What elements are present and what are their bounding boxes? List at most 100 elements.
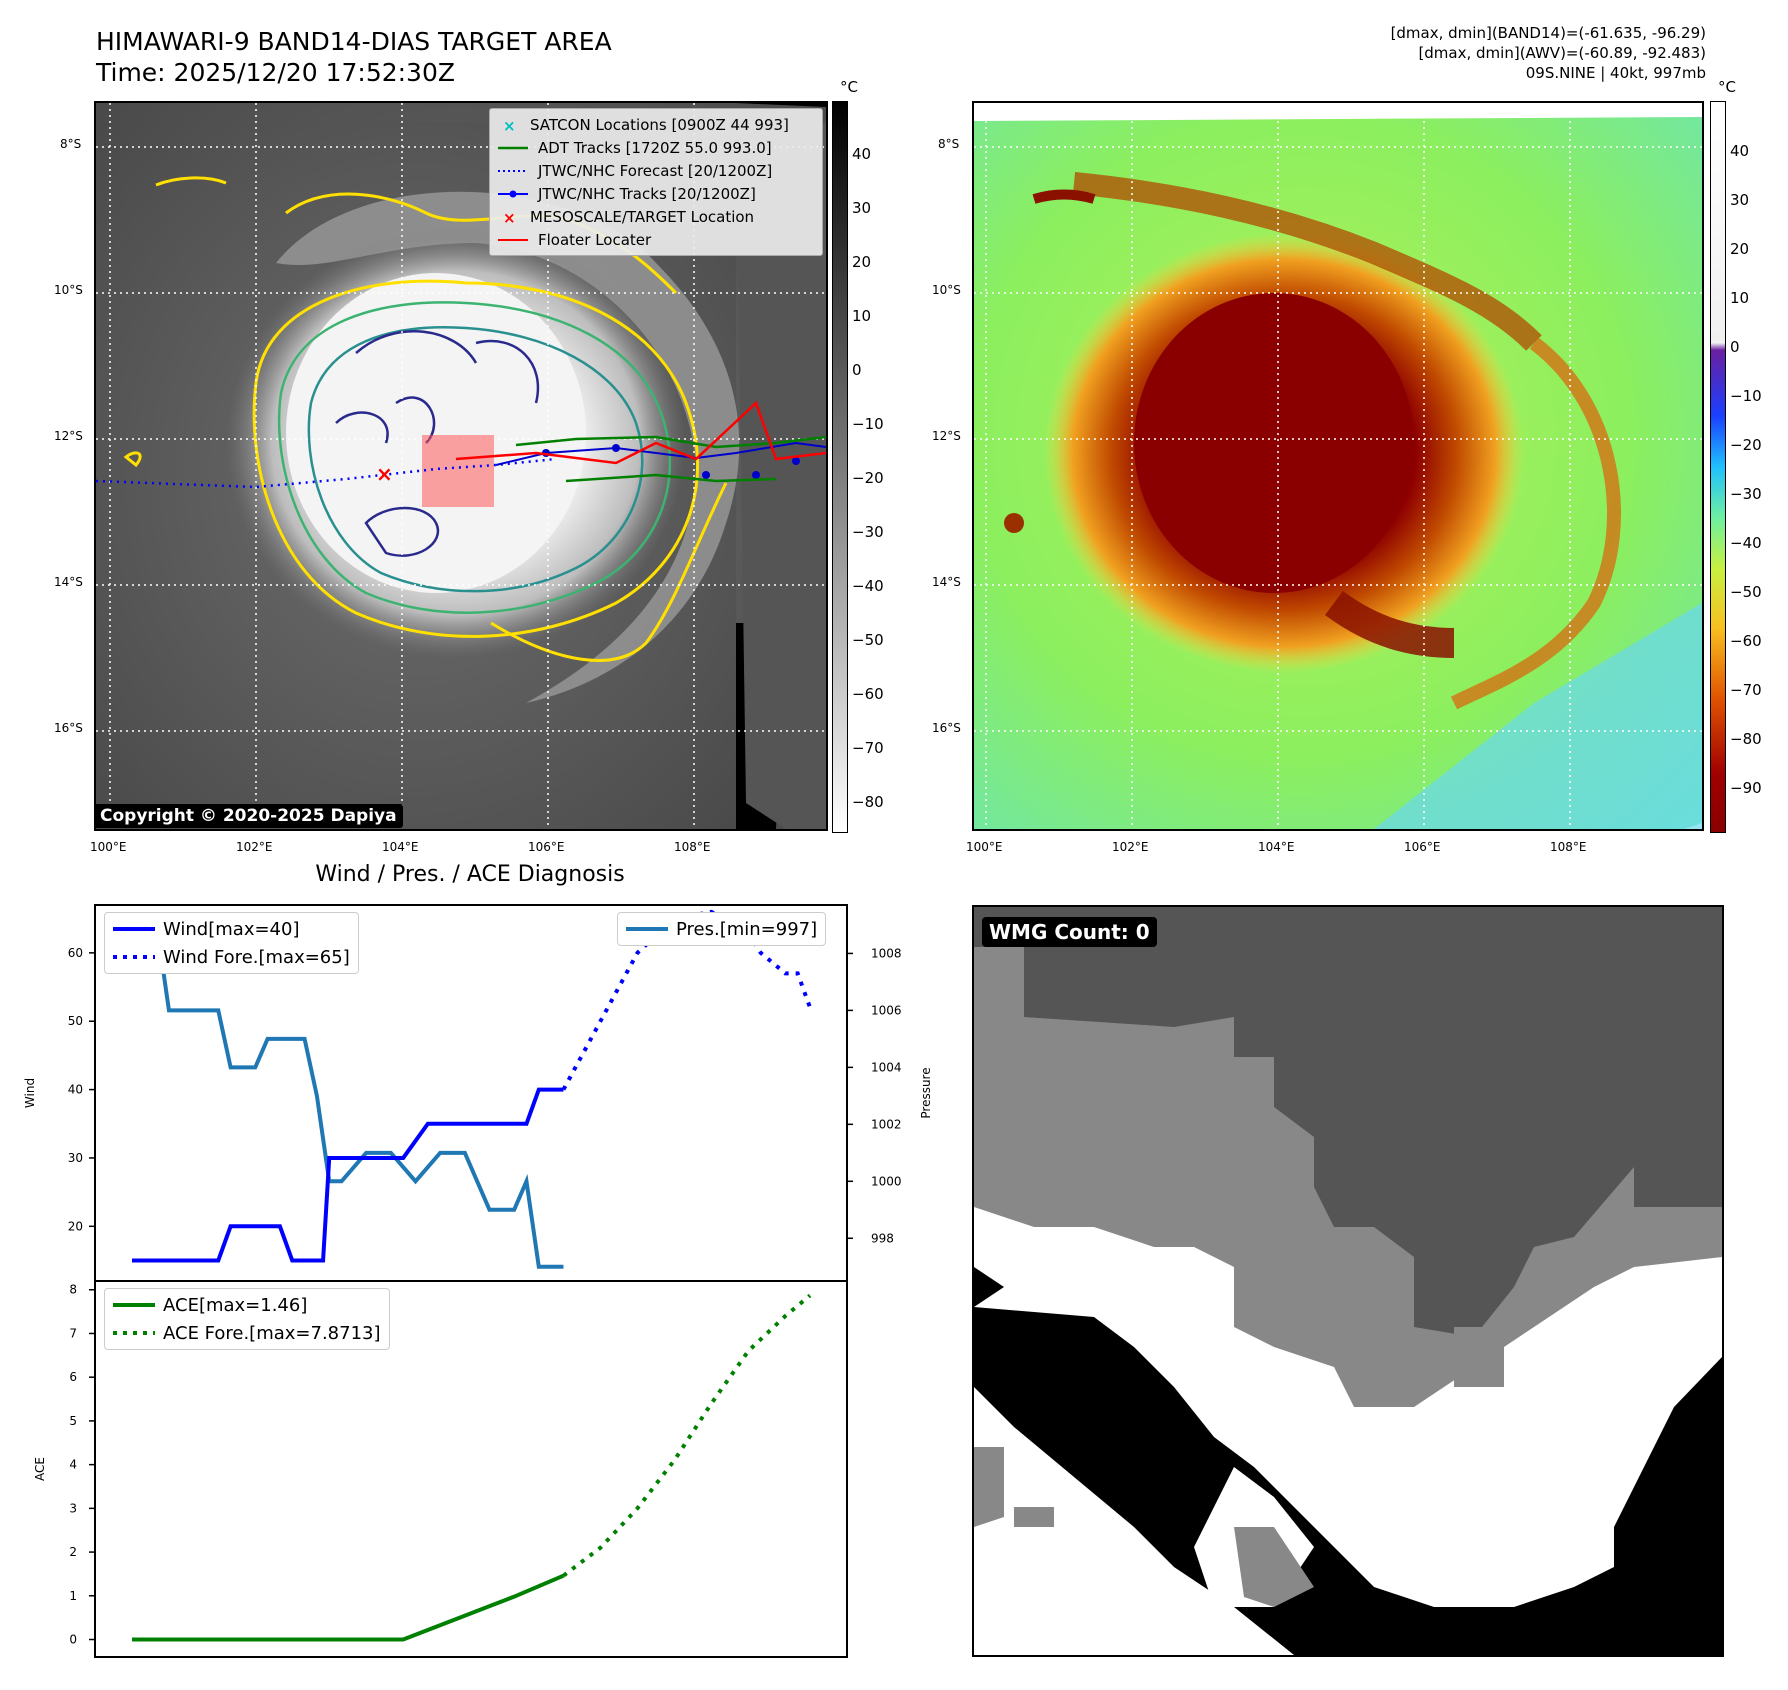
ace-ytick-label: 4 (69, 1458, 77, 1472)
wind-ytick-label: 60 (68, 946, 83, 960)
target-area-box (422, 435, 494, 507)
ir-cbar-tick: −70 (852, 739, 884, 757)
wind-ytick-label: 50 (68, 1014, 83, 1028)
tracks-line-dot-icon (498, 190, 528, 197)
ir-cbar-tick: 10 (852, 307, 872, 325)
legend-jtwc-tracks: JTWC/NHC Tracks [20/1200Z] (490, 182, 822, 205)
ace-solid-line-icon (113, 1303, 155, 1307)
ace-axis-label: ACE (33, 1457, 47, 1481)
ace-ytick-label: 5 (69, 1414, 77, 1428)
pressure-legend: Pres.[min=997] (617, 912, 827, 946)
enh-cbar-tick: 40 (1730, 142, 1750, 160)
svg-text:×: × (503, 210, 516, 224)
ir-map-legend: × SATCON Locations [0900Z 44 993] ADT Tr… (489, 108, 823, 256)
svg-text:×: × (503, 118, 516, 132)
legend-mesoscale: × MESOSCALE/TARGET Location (490, 205, 822, 228)
ir-cbar-tick: −50 (852, 631, 884, 649)
wind-series-line (131, 1087, 564, 1263)
ir-colorbar-unit: °C (840, 78, 858, 96)
legend-ace-label: ACE[max=1.46] (163, 1294, 308, 1316)
pressure-axis-label: Pressure (919, 1067, 933, 1118)
enh-lat-tick: 16°S (932, 721, 961, 735)
wind-ytick-label: 20 (68, 1219, 83, 1233)
ace-ytick-label: 2 (69, 1545, 77, 1559)
enh-lat-tick: 12°S (932, 429, 961, 443)
ir-lat-tick: 12°S (54, 429, 83, 443)
enhanced-ir-image (974, 103, 1702, 829)
pressure-ytick-label: 998 (871, 1231, 894, 1245)
pressure-ytick-label: 1000 (871, 1174, 902, 1188)
adt-line-icon (498, 146, 528, 149)
storm-info: 09S.NINE | 40kt, 997mb (1525, 64, 1706, 82)
enh-lat-tick: 8°S (938, 137, 960, 151)
ir-lon-tick: 108°E (674, 840, 711, 854)
enh-lon-tick: 104°E (1258, 840, 1295, 854)
wind-dotted-line-icon (113, 955, 155, 959)
legend-pressure-label: Pres.[min=997] (676, 918, 818, 940)
wmg-image (974, 907, 1722, 1655)
enh-cbar-tick: 20 (1730, 240, 1750, 258)
ir-cbar-tick: −30 (852, 523, 884, 541)
enh-cbar-tick: −40 (1730, 534, 1762, 552)
floater-line-icon (498, 238, 528, 241)
ir-cbar-tick: 40 (852, 145, 872, 163)
wmg-count-label: WMG Count: 0 (982, 917, 1157, 947)
enh-lat-tick: 10°S (932, 283, 961, 297)
enh-lon-tick: 108°E (1550, 840, 1587, 854)
legend-wind-forecast: Wind Fore.[max=65] (107, 943, 350, 971)
pressure-series-line (131, 922, 564, 1269)
ir-lat-tick: 8°S (60, 137, 82, 151)
ace-series-line (131, 1573, 565, 1642)
enh-lat-tick: 14°S (932, 575, 961, 589)
enh-cbar-tick: −90 (1730, 779, 1762, 797)
legend-wind: Wind[max=40] (107, 915, 350, 943)
wind-ytick-label: 40 (68, 1083, 83, 1097)
ir-colorbar (832, 101, 848, 833)
chart-time: Time: 2025/12/20 17:52:30Z (96, 58, 455, 87)
legend-adt: ADT Tracks [1720Z 55.0 993.0] (490, 136, 822, 159)
enh-cbar-tick: 10 (1730, 289, 1750, 307)
pressure-line-icon (626, 927, 668, 931)
ace-ytick-label: 1 (69, 1589, 77, 1603)
ir-cbar-tick: −40 (852, 577, 884, 595)
legend-wind-label: Wind[max=40] (163, 918, 300, 940)
copyright-label: Copyright © 2020-2025 Dapiya (94, 804, 403, 828)
ace-ytick-label: 3 (69, 1501, 77, 1515)
chart-title: HIMAWARI-9 BAND14-DIAS TARGET AREA (96, 27, 612, 56)
ir-lat-tick: 10°S (54, 283, 83, 297)
forecast-dotted-icon (498, 169, 528, 172)
ace-ytick-label: 8 (69, 1283, 77, 1297)
awv-range-info: [dmax, dmin](AWV)=(-60.89, -92.483) (1418, 44, 1706, 62)
ace-forecast-series-line (562, 1293, 812, 1578)
ir-cbar-tick: −80 (852, 793, 884, 811)
enh-colorbar-ticks: 40 30 20 10 0 −10 −20 −30 −40 −50 −60 −7… (1730, 142, 1788, 832)
ir-cbar-tick: 30 (852, 199, 872, 217)
legend-pressure: Pres.[min=997] (620, 915, 817, 943)
ir-cbar-tick: 0 (852, 361, 862, 379)
wind-axis-label: Wind (23, 1078, 37, 1108)
legend-satcon-label: SATCON Locations [0900Z 44 993] (530, 115, 789, 134)
legend-floater-label: Floater Locater (538, 230, 652, 249)
ir-cbar-tick: 20 (852, 253, 872, 271)
satcon-marker-icon: × (503, 118, 516, 132)
ir-lon-tick: 102°E (236, 840, 273, 854)
ir-lat-tick: 14°S (54, 575, 83, 589)
enh-cbar-tick: 0 (1730, 338, 1740, 356)
ir-colorbar-ticks: 40 30 20 10 0 −10 −20 −30 −40 −50 −60 −7… (852, 145, 912, 835)
legend-mesoscale-label: MESOSCALE/TARGET Location (530, 207, 755, 226)
ace-dotted-line-icon (113, 1331, 155, 1335)
legend-jtwc-forecast-label: JTWC/NHC Forecast [20/1200Z] (538, 161, 773, 180)
enhanced-ir-panel (972, 101, 1704, 831)
legend-floater: Floater Locater (490, 228, 822, 251)
legend-satcon: × SATCON Locations [0900Z 44 993] (490, 113, 822, 136)
enh-colorbar-unit: °C (1718, 78, 1736, 96)
ace-ytick-label: 7 (69, 1326, 77, 1340)
pressure-ytick-label: 1004 (871, 1060, 902, 1074)
enh-cbar-tick: −30 (1730, 485, 1762, 503)
pressure-ytick-label: 1002 (871, 1117, 902, 1131)
legend-ace: ACE[max=1.46] (107, 1291, 381, 1319)
band14-range-info: [dmax, dmin](BAND14)=(-61.635, -96.29) (1390, 24, 1706, 42)
wind-solid-line-icon (113, 927, 155, 931)
legend-jtwc-forecast: JTWC/NHC Forecast [20/1200Z] (490, 159, 822, 182)
ir-cbar-tick: −20 (852, 469, 884, 487)
